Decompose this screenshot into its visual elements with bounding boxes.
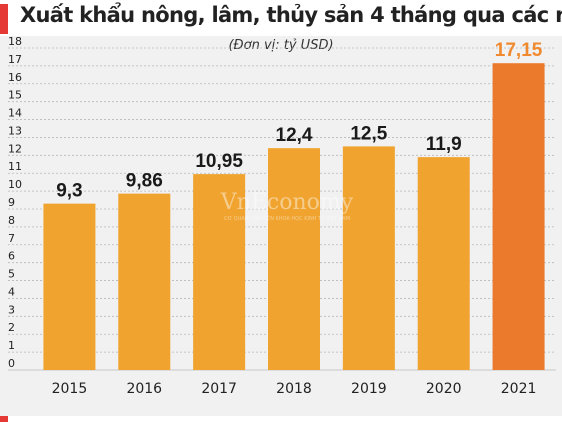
- y-tick-label: 11: [8, 160, 22, 173]
- x-tick-label: 2020: [426, 381, 462, 397]
- bar: [492, 63, 545, 370]
- y-tick-label: 4: [8, 285, 15, 298]
- bar-value-label: 12,5: [350, 123, 387, 144]
- y-tick-label: 14: [8, 107, 22, 120]
- y-tick-label: 13: [8, 124, 22, 137]
- bar: [342, 146, 395, 370]
- y-tick-label: 2: [8, 321, 15, 334]
- y-tick-label: 15: [8, 89, 22, 102]
- bar: [268, 148, 320, 370]
- footer-bar: [0, 416, 562, 422]
- title-bar: Xuất khẩu nông, lâm, thủy sản 4 tháng qu…: [0, 0, 562, 36]
- y-tick-label: 5: [8, 268, 15, 281]
- footer-accent-mark: [0, 416, 8, 422]
- x-tick-label: 2018: [276, 381, 312, 397]
- x-tick-label: 2017: [201, 381, 237, 397]
- bar: [118, 193, 171, 370]
- bar-value-label: 9,3: [56, 181, 82, 202]
- title-accent-mark: [0, 4, 8, 34]
- bar-value-label: 11,9: [426, 134, 462, 155]
- x-tick-label: 2016: [126, 381, 162, 397]
- y-tick-label: 9: [8, 196, 15, 209]
- y-tick-label: 8: [8, 214, 15, 227]
- y-tick-label: 7: [8, 232, 15, 245]
- y-tick-label: 0: [8, 357, 15, 370]
- bar: [417, 157, 470, 370]
- bar: [193, 174, 246, 370]
- bar-value-label: 12,4: [276, 125, 313, 146]
- chart-title: Xuất khẩu nông, lâm, thủy sản 4 tháng qu…: [20, 3, 562, 27]
- bar-value-label: 10,95: [195, 151, 243, 172]
- x-tick-label: 2019: [351, 381, 387, 397]
- y-tick-label: 18: [8, 35, 22, 48]
- y-tick-label: 1: [8, 339, 15, 352]
- bar-value-label: 9,86: [126, 171, 163, 192]
- y-tick-label: 3: [8, 303, 15, 316]
- y-tick-label: 17: [8, 53, 22, 66]
- y-tick-label: 10: [8, 178, 22, 191]
- x-tick-label: 2021: [501, 381, 537, 397]
- y-tick-label: 16: [8, 71, 22, 84]
- bar-value-label: 17,15: [495, 40, 543, 61]
- bar: [43, 203, 96, 370]
- y-tick-label: 12: [8, 142, 22, 155]
- y-tick-label: 6: [8, 250, 15, 263]
- x-tick-label: 2015: [52, 381, 88, 397]
- unit-note: (Đơn vị: tỷ USD): [228, 38, 334, 53]
